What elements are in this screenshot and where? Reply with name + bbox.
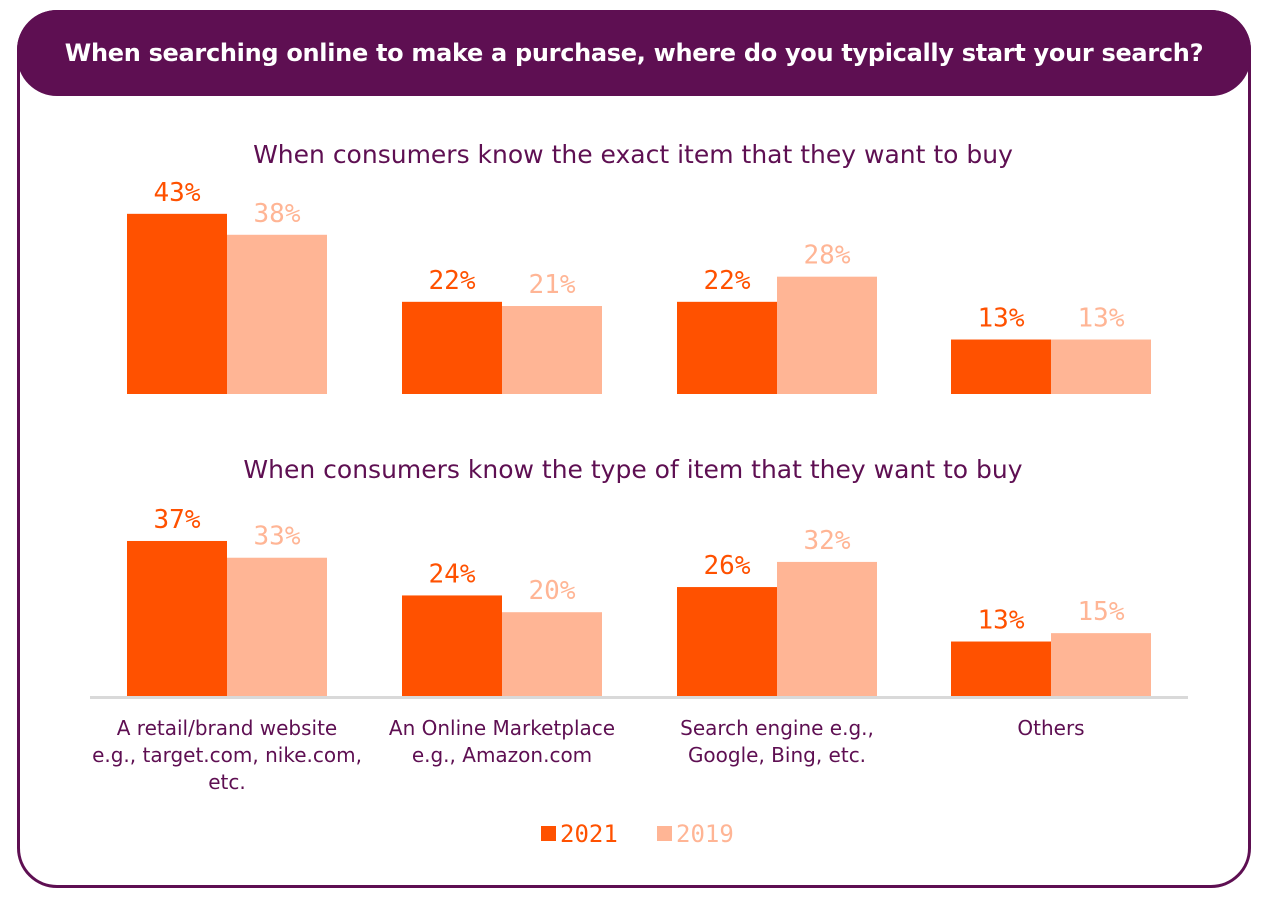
data-label-panel1-2021-cat4: 13% — [978, 304, 1025, 334]
data-label-panel2-2019-cat4: 15% — [1078, 597, 1125, 627]
data-label-panel2-2021-cat4: 13% — [978, 606, 1025, 636]
bar-panel2-2021-cat1 — [127, 540, 227, 696]
title-banner: When searching online to make a purchase… — [17, 10, 1251, 96]
data-label-panel2-2019-cat1: 33% — [254, 522, 301, 552]
bar-panel2-2019-cat4 — [1051, 633, 1151, 696]
data-label-panel2-2019-cat3: 32% — [804, 526, 851, 556]
data-label-panel1-2019-cat3: 28% — [804, 241, 851, 271]
bar-panel1-2019-cat3 — [777, 276, 877, 394]
category-label-2: e.g., Amazon.com — [412, 743, 592, 767]
bar-panel1-2019-cat4 — [1051, 339, 1151, 394]
chart-card — [17, 10, 1251, 888]
bar-panel1-2019-cat1 — [227, 234, 327, 394]
data-label-panel1-2019-cat1: 38% — [254, 199, 301, 229]
bar-panel1-2021-cat2 — [402, 301, 502, 394]
bar-panel2-2021-cat3 — [677, 587, 777, 696]
bar-panel1-2021-cat4 — [951, 339, 1051, 394]
bar-panel1-2021-cat3 — [677, 301, 777, 394]
bar-panel2-2019-cat1 — [227, 557, 327, 696]
bar-panel2-2021-cat4 — [951, 641, 1051, 696]
category-label-3: Google, Bing, etc. — [688, 743, 866, 767]
legend-label-2021: 2021 — [560, 820, 618, 848]
category-label-1: A retail/brand website — [117, 716, 337, 740]
category-label-1: e.g., target.com, nike.com, — [92, 743, 362, 767]
data-label-panel1-2019-cat4: 13% — [1078, 304, 1125, 334]
data-label-panel1-2021-cat2: 22% — [429, 266, 476, 296]
data-label-panel2-2019-cat2: 20% — [529, 576, 576, 606]
data-label-panel2-2021-cat2: 24% — [429, 559, 476, 589]
category-label-1: etc. — [208, 770, 246, 794]
bar-panel1-2019-cat2 — [502, 306, 602, 394]
panel-2-title: When consumers know the type of item tha… — [243, 455, 1022, 484]
page-title: When searching online to make a purchase… — [64, 39, 1204, 67]
data-label-panel2-2021-cat3: 26% — [704, 551, 751, 581]
bar-panel2-2019-cat2 — [502, 612, 602, 696]
data-label-panel1-2021-cat3: 22% — [704, 266, 751, 296]
data-label-panel1-2019-cat2: 21% — [529, 270, 576, 300]
bar-panel2-2019-cat3 — [777, 561, 877, 696]
bar-panel2-2021-cat2 — [402, 595, 502, 696]
category-label-4: Others — [1017, 716, 1084, 740]
legend-label-2019: 2019 — [676, 820, 734, 848]
legend-swatch-2019 — [657, 826, 672, 841]
data-label-panel1-2021-cat1: 43% — [154, 178, 201, 208]
category-label-2: An Online Marketplace — [389, 716, 615, 740]
bar-panel1-2021-cat1 — [127, 213, 227, 394]
category-label-3: Search engine e.g., — [680, 716, 874, 740]
legend-swatch-2021 — [541, 826, 556, 841]
data-label-panel2-2021-cat1: 37% — [154, 505, 201, 535]
panel-1-title: When consumers know the exact item that … — [253, 140, 1013, 169]
